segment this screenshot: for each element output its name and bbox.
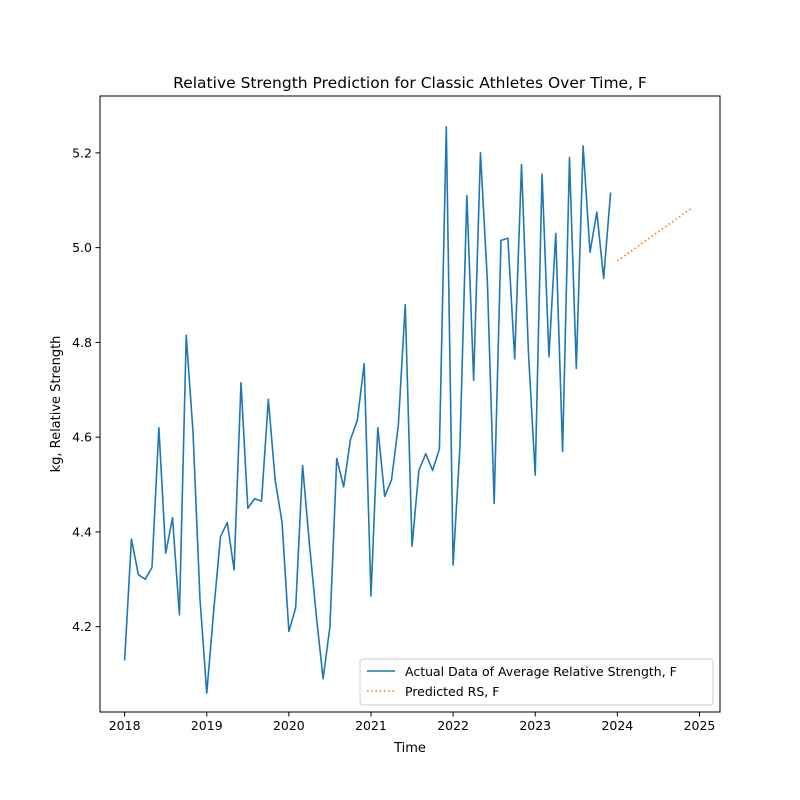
y-tick-label: 4.6 (72, 430, 92, 445)
x-axis-label: Time (393, 741, 426, 756)
y-tick-label: 4.2 (72, 619, 92, 634)
y-tick-label: 4.4 (72, 524, 92, 539)
y-axis-label: kg, Relative Strength (49, 336, 64, 473)
legend-label-predicted: Predicted RS, F (405, 684, 499, 699)
y-tick-label: 4.8 (72, 335, 92, 350)
x-tick-label: 2020 (273, 718, 305, 733)
x-tick-label: 2019 (191, 718, 223, 733)
series-layer (123, 126, 694, 694)
series-line-predicted (616, 206, 694, 262)
plot-frame (99, 95, 721, 713)
series-line-actual (123, 126, 612, 694)
plot-area (99, 95, 721, 713)
y-tick-label: 5.2 (72, 145, 92, 160)
x-tick-label: 2018 (109, 718, 141, 733)
legend: Actual Data of Average Relative Strength… (359, 658, 714, 706)
x-tick-label: 2023 (519, 718, 551, 733)
x-axis: 2018 2019 2020 2021 2022 2023 2024 2025 (109, 712, 716, 733)
y-axis: 4.2 4.4 4.6 4.8 5.0 5.2 (72, 145, 100, 634)
x-tick-label: 2021 (355, 718, 387, 733)
legend-box (359, 658, 714, 706)
chart-title: Relative Strength Prediction for Classic… (173, 74, 647, 92)
x-tick-label: 2025 (684, 718, 716, 733)
legend-label-actual: Actual Data of Average Relative Strength… (405, 664, 677, 679)
y-tick-label: 5.0 (72, 240, 92, 255)
x-tick-label: 2022 (437, 718, 469, 733)
x-tick-label: 2024 (601, 718, 633, 733)
